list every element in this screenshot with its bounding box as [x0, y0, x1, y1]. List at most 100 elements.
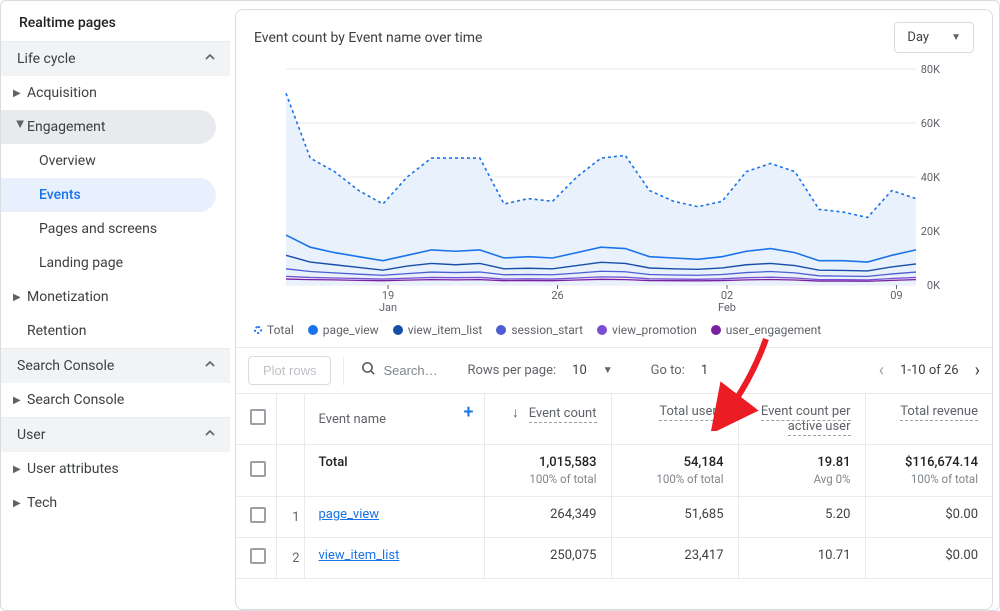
sort-desc-icon[interactable]: ↓ — [512, 405, 519, 421]
legend-item[interactable]: user_engagement — [711, 323, 821, 337]
prev-page-icon[interactable]: ‹ — [879, 362, 884, 380]
sidebar-item-label: Retention — [27, 323, 87, 339]
legend-label: user_engagement — [726, 323, 821, 337]
svg-text:40K: 40K — [921, 171, 940, 184]
legend-swatch — [254, 326, 262, 334]
sidebar-item[interactable]: ▶Monetization — [1, 280, 216, 314]
expand-icon: ▶ — [13, 498, 27, 509]
sidebar-subitem-label: Pages and screens — [39, 221, 157, 237]
sidebar: Realtime pages Life cycle▶Acquisition▶En… — [1, 1, 231, 610]
sidebar-top-item[interactable]: Realtime pages — [1, 9, 230, 41]
rows-per-page-label: Rows per page: — [467, 363, 556, 378]
svg-text:80K: 80K — [921, 63, 940, 76]
cell-total-revenue: $0.00 — [865, 497, 992, 538]
dropdown-icon[interactable]: ▼ — [603, 365, 613, 376]
legend-item[interactable]: view_item_list — [393, 323, 483, 337]
search-input[interactable] — [383, 363, 451, 378]
svg-text:Feb: Feb — [718, 301, 736, 311]
sidebar-item-label: Tech — [27, 495, 57, 511]
sidebar-section-header[interactable]: Search Console — [1, 348, 230, 383]
row-index: 1 — [276, 497, 304, 538]
sidebar-subitem-label: Overview — [39, 153, 96, 169]
total-revenue: $116,674.14100% of total — [865, 445, 992, 497]
row-checkbox[interactable] — [250, 548, 266, 564]
legend-label: page_view — [323, 323, 379, 337]
cell-total-users: 51,685 — [611, 497, 738, 538]
add-dimension-icon[interactable]: + — [464, 402, 474, 423]
legend-item[interactable]: view_promotion — [597, 323, 697, 337]
events-table: Event name + ↓ Event count Total users E… — [236, 394, 992, 579]
sidebar-section-label: User — [17, 427, 45, 443]
main-panel: Event count by Event name over time Day … — [231, 1, 999, 610]
sidebar-section-label: Life cycle — [17, 51, 76, 67]
table-total-row: Total1,015,583100% of total54,184100% of… — [236, 445, 992, 497]
sidebar-item[interactable]: ▶Acquisition — [1, 76, 216, 110]
sidebar-subitem-label: Landing page — [39, 255, 123, 271]
column-total-revenue[interactable]: Total revenue — [900, 404, 978, 421]
chevron-up-icon — [204, 51, 216, 67]
cell-total-users: 23,417 — [611, 538, 738, 579]
expand-icon: ▶ — [13, 292, 27, 303]
sidebar-section-header[interactable]: Life cycle — [1, 41, 230, 76]
sidebar-item[interactable]: ▶Engagement — [1, 110, 216, 144]
sidebar-subitem[interactable]: Pages and screens — [1, 212, 216, 246]
table-toolbar: Plot rows Rows per page: 10 ▼ Go to: 1 ‹… — [236, 348, 992, 394]
chart-area: 0K20K40K60K80K19Jan2602Feb09 — [254, 61, 974, 311]
legend-item[interactable]: page_view — [308, 323, 379, 337]
sidebar-item-label: Engagement — [27, 119, 105, 135]
table-row: 1page_view264,34951,6855.20$0.00 — [236, 497, 992, 538]
rows-per-page-value[interactable]: 10 — [568, 363, 591, 378]
column-count-per-user[interactable]: Event count per active user — [761, 404, 851, 436]
event-name-link[interactable]: view_item_list — [319, 548, 400, 563]
sidebar-item-label: User attributes — [27, 461, 119, 477]
sidebar-item[interactable]: ▶Retention — [1, 314, 216, 348]
column-total-users[interactable]: Total users — [659, 404, 723, 421]
legend-label: session_start — [511, 323, 583, 337]
row-checkbox[interactable] — [250, 461, 266, 477]
expand-icon: ▶ — [13, 88, 27, 99]
sidebar-subitem[interactable]: Events — [1, 178, 216, 212]
go-to-value[interactable]: 1 — [697, 363, 712, 378]
cell-event-count: 250,075 — [484, 538, 611, 579]
report-card: Event count by Event name over time Day … — [235, 9, 993, 610]
granularity-value: Day — [907, 30, 929, 45]
sidebar-subitem[interactable]: Overview — [1, 144, 216, 178]
granularity-select[interactable]: Day ▼ — [894, 22, 974, 53]
legend-item[interactable]: Total — [254, 323, 294, 337]
column-event-count[interactable]: Event count — [529, 406, 597, 423]
event-name-link[interactable]: page_view — [319, 507, 380, 522]
sidebar-item-label: Acquisition — [27, 85, 97, 101]
svg-text:20K: 20K — [921, 225, 940, 238]
total-event-count: 1,015,583100% of total — [484, 445, 611, 497]
page-range: 1-10 of 26 — [896, 363, 963, 378]
row-index: 2 — [276, 538, 304, 579]
expand-icon: ▶ — [15, 120, 26, 134]
total-users: 54,184100% of total — [611, 445, 738, 497]
sidebar-section-header[interactable]: User — [1, 417, 230, 452]
expand-icon: ▶ — [13, 464, 27, 475]
sidebar-item[interactable]: ▶Search Console — [1, 383, 216, 417]
plot-rows-button[interactable]: Plot rows — [248, 356, 331, 385]
sidebar-item[interactable]: ▶Tech — [1, 486, 216, 520]
cell-event-count: 264,349 — [484, 497, 611, 538]
chevron-up-icon — [204, 358, 216, 374]
legend-label: Total — [267, 323, 294, 337]
dropdown-icon: ▼ — [951, 32, 961, 43]
card-title: Event count by Event name over time — [254, 30, 482, 46]
legend-item[interactable]: session_start — [496, 323, 583, 337]
legend-swatch — [496, 325, 506, 335]
column-event-name: Event name — [319, 412, 387, 427]
row-checkbox[interactable] — [250, 507, 266, 523]
svg-text:60K: 60K — [921, 117, 940, 130]
cell-count-per-user: 10.71 — [738, 538, 865, 579]
search-icon — [360, 360, 377, 382]
select-all-checkbox[interactable] — [250, 409, 266, 425]
svg-text:0K: 0K — [927, 279, 940, 292]
legend-swatch — [393, 325, 403, 335]
sidebar-subitem-label: Events — [39, 187, 81, 203]
sidebar-subitem[interactable]: Landing page — [1, 246, 216, 280]
next-page-icon[interactable]: › — [975, 362, 980, 380]
chevron-up-icon — [204, 427, 216, 443]
sidebar-item[interactable]: ▶User attributes — [1, 452, 216, 486]
legend-label: view_item_list — [408, 323, 483, 337]
